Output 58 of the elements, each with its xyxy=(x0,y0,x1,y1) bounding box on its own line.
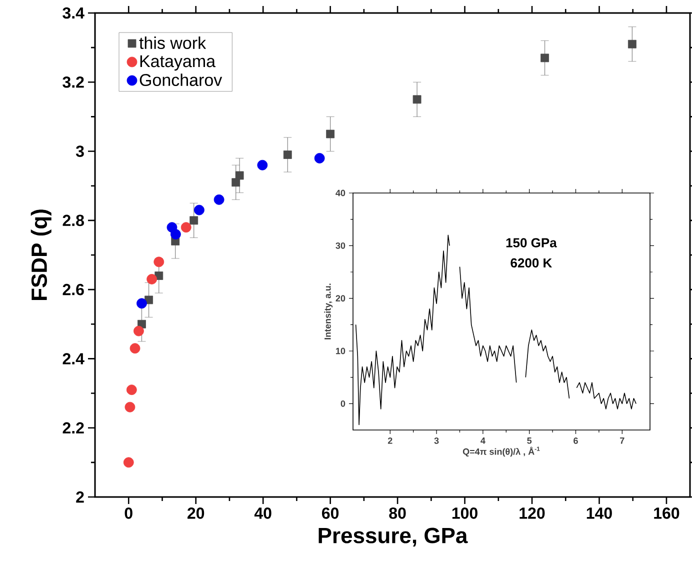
x-tick-label: 6 xyxy=(574,438,578,444)
x-tick-label: 5 xyxy=(527,438,532,444)
x-tick-label: 7 xyxy=(620,438,624,444)
x-axis-title: Pressure, GPa xyxy=(318,528,468,546)
y-tick-label: 2.8 xyxy=(62,214,84,226)
y-tick-label: 2.4 xyxy=(62,353,84,364)
point xyxy=(180,222,192,233)
point xyxy=(136,298,147,309)
y-tick-label: 30 xyxy=(336,242,346,249)
point xyxy=(154,256,164,268)
x-tick-label: 40 xyxy=(254,508,272,519)
y-axis-title: Intensity, a.u. xyxy=(324,284,333,340)
y-tick-label: 40 xyxy=(336,190,346,196)
y-tick-label: 0 xyxy=(340,400,346,407)
x-tick-label: 20 xyxy=(188,508,204,519)
y-tick-label: 10 xyxy=(336,348,346,354)
x-tick-label: 120 xyxy=(520,508,545,519)
point xyxy=(170,229,181,240)
y-tick-label: 3.2 xyxy=(62,76,84,88)
y-tick-label: 2.6 xyxy=(62,284,84,296)
x-tick-label: 4 xyxy=(480,438,486,444)
annotation: 6200 K xyxy=(510,258,552,268)
point xyxy=(190,216,198,225)
point xyxy=(257,160,268,170)
legend-label: Goncharov xyxy=(140,74,222,86)
point xyxy=(126,384,137,396)
x-tick-label: 140 xyxy=(586,508,612,519)
x-tick-label: 100 xyxy=(452,508,478,519)
point xyxy=(283,150,292,159)
point xyxy=(194,204,204,216)
legend-label: this work xyxy=(139,36,206,50)
x-tick-label: 60 xyxy=(322,508,339,519)
x-tick-label: 160 xyxy=(654,508,680,519)
y-tick-label: 2 xyxy=(76,491,84,503)
point xyxy=(146,274,158,284)
point xyxy=(124,402,136,412)
y-tick-label: 3 xyxy=(76,146,84,157)
y-tick-label: 2.2 xyxy=(62,422,84,434)
point xyxy=(214,194,224,205)
point xyxy=(134,326,144,336)
point xyxy=(123,457,134,468)
x-tick-label: 2 xyxy=(388,438,392,444)
x-tick-label: 3 xyxy=(434,438,439,444)
point xyxy=(130,343,140,354)
point xyxy=(628,40,636,48)
point xyxy=(326,130,335,138)
x-axis-title: Q=4π sin(θ)/λ , Å$^{-1}$ xyxy=(462,446,540,457)
annotation: 150 GPa xyxy=(506,238,557,248)
point xyxy=(540,54,549,62)
point xyxy=(235,171,244,180)
x-tick-label: 0 xyxy=(124,508,132,519)
point xyxy=(314,152,325,164)
y-tick-label: 3.4 xyxy=(62,7,84,19)
y-axis-title: FSDP (q) xyxy=(30,210,52,300)
legend-label: Katayama xyxy=(140,55,216,71)
point xyxy=(412,95,422,104)
y-tick-label: 20 xyxy=(336,295,346,302)
x-tick-label: 80 xyxy=(389,508,406,519)
